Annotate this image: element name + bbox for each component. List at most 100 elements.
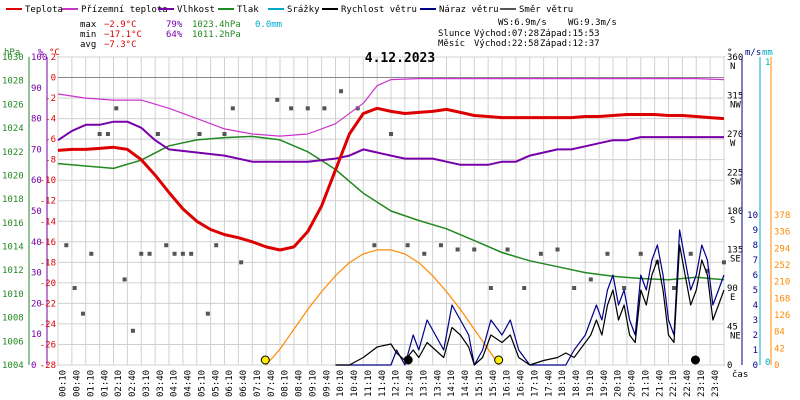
pct-tick: 0 — [31, 361, 36, 371]
wind-direction-point — [622, 286, 627, 290]
dir-tick: 0 — [727, 361, 732, 371]
hpa-tick: 1016 — [2, 219, 24, 229]
x-tick-label: 04:40 — [184, 370, 194, 397]
wdeg-tick: 0 — [774, 361, 779, 371]
legend-label: Rychlost větru — [341, 5, 417, 15]
wind-direction-point — [114, 106, 119, 111]
dir-tick-compass: S — [730, 216, 735, 226]
hpa-tick: 1014 — [2, 243, 24, 253]
dir-tick: 45 — [727, 323, 738, 333]
degc-tick: -10 — [40, 176, 56, 186]
wind-direction-point — [672, 286, 677, 290]
dir-tick-compass: SW — [730, 178, 741, 188]
moon-set: Západ:12:37 — [540, 39, 600, 49]
x-tick-label: 03:10 — [142, 370, 152, 397]
wind-speed-series-line — [335, 244, 725, 366]
x-tick-label: 10:40 — [350, 370, 360, 397]
x-tick-label: 08:10 — [281, 370, 291, 397]
hpa-tick: 1004 — [2, 361, 24, 371]
x-tick-label: 17:10 — [530, 370, 540, 397]
wind-direction-point — [555, 247, 560, 252]
dir-tick: 270 — [727, 130, 743, 140]
x-tick-label: 12:10 — [392, 370, 402, 397]
ms-tick: 2 — [753, 331, 758, 341]
x-axis-label: čas — [732, 369, 748, 380]
dir-tick-compass: NW — [730, 101, 741, 111]
wind-direction-point — [588, 277, 593, 282]
x-tick-label: 04:10 — [170, 370, 180, 397]
degc-tick: 0 — [51, 74, 56, 84]
x-tick-label: 21:40 — [655, 370, 665, 397]
ms-tick: 10 — [747, 211, 758, 221]
legend-label: Tlak — [237, 5, 259, 15]
x-tick-label: 12:40 — [406, 370, 416, 397]
x-tick-label: 13:10 — [419, 370, 429, 397]
wind-direction-point — [638, 251, 643, 256]
x-tick-label: 23:10 — [697, 370, 707, 397]
x-tick-label: 08:40 — [295, 370, 305, 397]
stat-min-press: 1011.2hPa — [192, 30, 241, 40]
humidity-series-line — [57, 120, 724, 166]
dir-tick-compass: W — [730, 139, 736, 149]
wind-direction-point — [355, 106, 360, 111]
x-tick-label: 11:40 — [378, 370, 388, 397]
dir-tick: 135 — [727, 246, 743, 256]
x-tick-label: 19:40 — [600, 370, 610, 397]
wind-direction-point — [139, 251, 144, 256]
x-tick-label: 10:10 — [336, 370, 346, 397]
x-tick-label: 14:40 — [461, 370, 471, 397]
x-tick-label: 00:10 — [59, 370, 69, 397]
legend-label: Vlhkost — [177, 5, 215, 15]
x-tick-label: 09:10 — [308, 370, 318, 397]
dir-tick-compass: E — [730, 293, 735, 303]
wdeg-tick: 336 — [774, 228, 790, 238]
x-tick-label: 17:40 — [544, 370, 554, 397]
sun-rise: Východ:07:28 — [474, 29, 539, 39]
x-tick-label: 15:40 — [489, 370, 499, 397]
degc-tick: -24 — [40, 320, 56, 330]
x-tick-label: 20:10 — [614, 370, 624, 397]
pct-tick: 30 — [31, 269, 42, 279]
degc-tick: -4 — [45, 115, 56, 125]
moon-label: Měsíc — [438, 39, 465, 49]
wind-direction-point — [405, 243, 410, 248]
hpa-tick: 1024 — [2, 124, 24, 134]
dir-tick: 360 — [727, 53, 743, 63]
wind-direction-point — [214, 243, 219, 248]
x-tick-label: 13:40 — [433, 370, 443, 397]
wind-direction-point — [455, 247, 460, 252]
wind-direction-point — [180, 251, 185, 256]
x-tick-label: 00:40 — [73, 370, 83, 397]
legend-label: Srážky — [287, 5, 320, 15]
x-tick-label: 07:40 — [267, 370, 277, 397]
wdeg-tick: 42 — [774, 344, 785, 354]
wind-direction-point — [222, 132, 227, 136]
hpa-tick: 1026 — [2, 100, 24, 110]
wdeg-tick: 252 — [774, 261, 790, 271]
degc-tick: -28 — [40, 361, 56, 371]
wind-gust-series-line — [335, 229, 725, 366]
legend-label: Směr větru — [519, 5, 573, 15]
wind-direction-point — [130, 328, 135, 333]
dir-tick-compass: NE — [730, 332, 741, 342]
stat-label-min: min — [80, 30, 96, 40]
x-tick-label: 06:40 — [239, 370, 249, 397]
pct-tick: 20 — [31, 299, 42, 309]
pct-tick: 80 — [31, 115, 42, 125]
x-tick-label: 01:10 — [86, 370, 96, 397]
legend-label: Náraz větru — [439, 5, 499, 15]
pct-tick: 60 — [31, 176, 42, 186]
wind-direction-point — [97, 132, 102, 136]
wind-direction-point — [322, 106, 327, 111]
wind-direction-point — [722, 260, 726, 265]
pct-tick: 50 — [31, 207, 42, 217]
pct-tick: 40 — [31, 238, 42, 248]
ms-tick: 3 — [753, 316, 758, 326]
ms-tick: 6 — [753, 271, 758, 281]
x-tick-label: 05:40 — [211, 370, 221, 397]
pct-axis-title: % — [38, 48, 44, 58]
stat-min-hum: 64% — [166, 30, 183, 40]
stat-max-press: 1023.4hPa — [192, 20, 241, 30]
legend-label: Teplota — [25, 5, 63, 15]
dir-tick: 90 — [727, 284, 738, 294]
